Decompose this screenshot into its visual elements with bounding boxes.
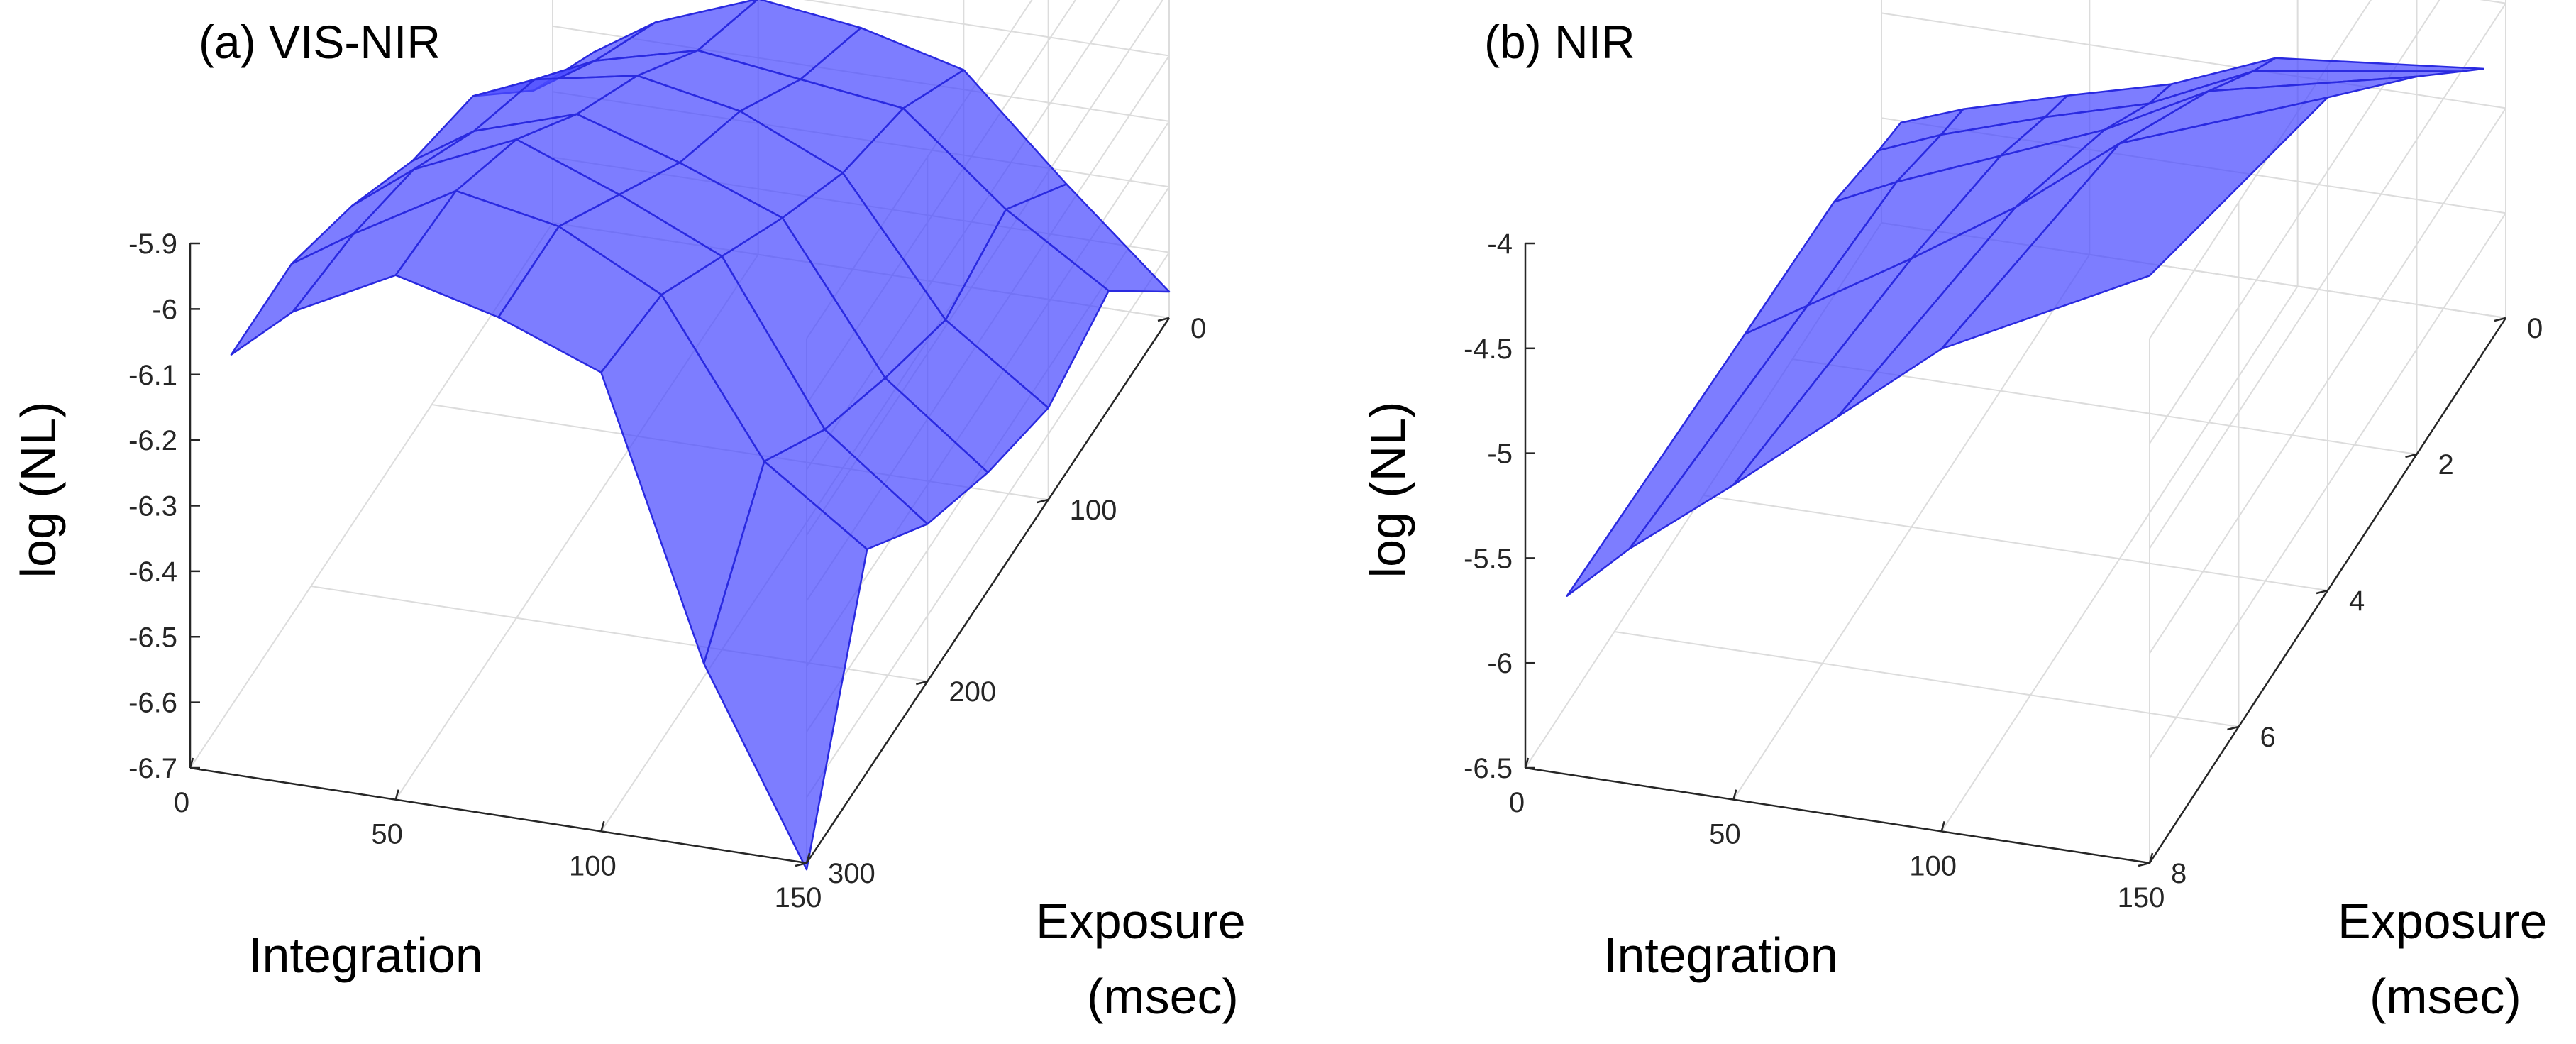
- y-tick-label: 4: [2349, 586, 2365, 617]
- y-axis-line: [805, 317, 1171, 864]
- x-tick-label: 100: [1909, 850, 1957, 881]
- grid-line: [2480, 0, 2506, 4]
- y-tick-label: 8: [2171, 858, 2187, 889]
- chart-title: (a) VIS-NIR: [199, 16, 441, 68]
- z-axis-label: log (NL): [1360, 402, 1415, 578]
- x-tick-label: 0: [1509, 787, 1525, 818]
- z-tick-label: -6: [152, 294, 177, 325]
- y-tick-label: 2: [2438, 449, 2454, 480]
- surface-patch: [2252, 57, 2484, 72]
- surface-patch: [230, 233, 355, 356]
- x-tick-label: 50: [1709, 819, 1741, 850]
- y-axis-label-line-1: Exposure: [2338, 894, 2548, 949]
- z-tick-label: -6.2: [128, 425, 177, 456]
- x-axis-line: [189, 766, 807, 864]
- x-tick-label: 150: [775, 882, 822, 913]
- axis-lines: [1524, 242, 2507, 867]
- x-tick-mark: [1940, 820, 1945, 832]
- z-tick-label: -6.4: [128, 556, 177, 588]
- z-tick-label: -6.3: [128, 491, 177, 522]
- chart-title: (b) NIR: [1484, 16, 1635, 68]
- y-tick-mark: [1157, 317, 1170, 322]
- surface-plot: [230, 0, 1171, 871]
- y-tick-label: 100: [1070, 495, 1117, 526]
- x-tick-mark: [1524, 757, 1530, 769]
- z-tick-label: -5.9: [128, 229, 177, 260]
- y-tick-mark: [2316, 589, 2328, 595]
- y-tick-mark: [2405, 453, 2417, 458]
- y-tick-label: 0: [2527, 313, 2543, 344]
- x-tick-mark: [805, 852, 811, 864]
- axis-lines: [189, 242, 1171, 867]
- x-tick-mark: [600, 820, 605, 832]
- surface-plot: [1566, 57, 2484, 597]
- z-tick-label: -4.5: [1464, 334, 1513, 365]
- grid-line: [1881, 12, 2506, 109]
- grid-line: [1703, 495, 2328, 591]
- z-tick-label: -6.5: [1464, 753, 1513, 784]
- panel-vis-nir: -5.9-6-6.1-6.2-6.3-6.4-6.5-6.6-6.7050100…: [11, 0, 1246, 1024]
- z-tick-label: -6.1: [128, 360, 177, 391]
- y-axis-label-line-2: (msec): [2370, 969, 2521, 1024]
- grid-line: [806, 252, 1170, 798]
- y-tick-mark: [2494, 317, 2506, 322]
- y-tick-mark: [916, 680, 928, 686]
- z-tick-label: -4: [1487, 229, 1513, 260]
- y-axis-label-line-2: (msec): [1087, 969, 1239, 1024]
- z-tick-label: -6.6: [128, 688, 177, 719]
- y-tick-label: 200: [949, 676, 996, 708]
- z-tick-label: -5: [1487, 439, 1513, 470]
- x-tick-label: 100: [569, 850, 617, 881]
- x-axis-label: Integration: [1603, 928, 1838, 983]
- y-tick-label: 6: [2260, 722, 2276, 753]
- x-tick-label: 50: [371, 819, 403, 850]
- tick-labels: -5.9-6-6.1-6.2-6.3-6.4-6.5-6.6-6.7050100…: [128, 229, 1206, 913]
- x-tick-mark: [189, 757, 194, 769]
- x-tick-mark: [2148, 852, 2154, 864]
- x-tick-label: 150: [2118, 882, 2165, 913]
- y-axis-label-line-1: Exposure: [1036, 894, 1246, 949]
- x-tick-mark: [394, 789, 399, 801]
- z-tick-label: -5.5: [1464, 543, 1513, 574]
- x-axis-line: [1525, 766, 2150, 864]
- y-tick-mark: [2138, 862, 2150, 867]
- y-tick-mark: [2227, 725, 2239, 731]
- y-tick-mark: [1037, 498, 1049, 504]
- grid-line: [1614, 631, 2239, 727]
- surface-patch: [1566, 304, 1808, 597]
- y-tick-label: 0: [1190, 313, 1206, 344]
- x-axis-label: Integration: [248, 928, 483, 983]
- y-tick-mark: [795, 862, 807, 867]
- z-tick-label: -6.7: [128, 753, 177, 784]
- z-tick-label: -6: [1487, 648, 1513, 679]
- x-tick-mark: [1732, 789, 1737, 801]
- grid-line: [803, 0, 1170, 57]
- x-tick-label: 0: [174, 787, 189, 818]
- y-tick-label: 300: [828, 858, 875, 889]
- z-axis-label: log (NL): [11, 402, 66, 578]
- z-tick-label: -6.5: [128, 622, 177, 653]
